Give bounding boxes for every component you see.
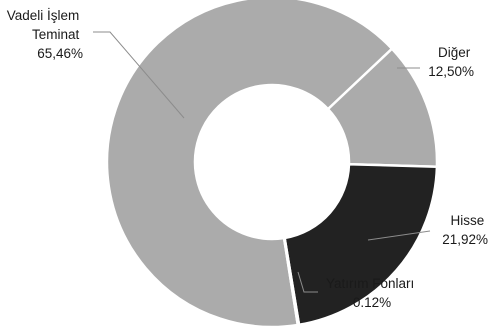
leader-line-hisse [367, 230, 431, 241]
leader-line-vadeli-islem-teminat [93, 31, 185, 119]
slice-vadeli-i-slem-teminat [105, 0, 394, 329]
slice-label-yatirim-fonlari: Yatırım Fonları 0.12% [326, 276, 418, 310]
slice-label-hisse: Hisse 21,92% [442, 213, 488, 247]
leader-line-yatirim-fonlari [297, 271, 318, 293]
slice-labels: Vadeli İşlem Teminat 65,46% Diğer 12,50%… [7, 8, 488, 310]
slice-label-vadeli-islem-teminat: Vadeli İşlem Teminat 65,46% [7, 8, 83, 61]
donut-slices [105, 0, 439, 329]
slice-yatirim-fonlari [282, 236, 301, 327]
slice-label-diger: Diğer 12,50% [428, 45, 474, 79]
slice-hisse [283, 162, 439, 327]
leader-lines [93, 31, 431, 293]
